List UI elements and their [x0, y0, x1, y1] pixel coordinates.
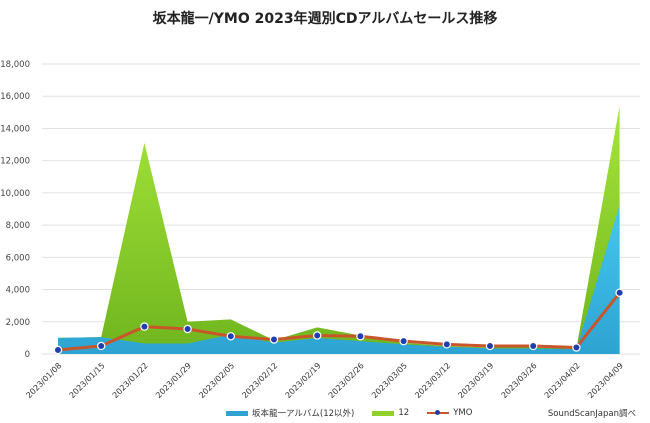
x-tick-label: 2023/01/08 — [24, 361, 63, 400]
y-tick-label: 8,000 — [6, 221, 30, 231]
ymo-data-point[interactable] — [356, 332, 365, 341]
ymo-data-point[interactable] — [485, 341, 495, 351]
ymo-data-point[interactable] — [183, 324, 192, 334]
source-note: SoundScanJapan調べ — [547, 409, 636, 419]
legend-swatch-green — [372, 410, 395, 416]
chart-legend: 坂本龍一アルバム(12以外) 12 YMO — [226, 407, 490, 419]
ymo-data-point[interactable] — [140, 322, 149, 331]
y-tick-label: 4,000 — [6, 286, 30, 296]
x-tick-label: 2023/02/05 — [197, 361, 236, 400]
y-tick-label: 16,000 — [0, 92, 30, 102]
ymo-data-point[interactable] — [572, 343, 581, 352]
y-tick-label: 2,000 — [6, 318, 30, 328]
y-tick-label: 0 — [25, 350, 30, 360]
legend-swatch-blue — [226, 410, 248, 416]
x-tick-label: 2023/04/09 — [586, 361, 625, 400]
x-tick-label: 2023/01/29 — [154, 361, 193, 400]
area-series-12 — [58, 105, 620, 354]
chart-title: 坂本龍一/YMO 2023年週別CDアルバムセールス推移 — [152, 11, 498, 27]
x-tick-label: 2023/03/05 — [370, 361, 409, 400]
legend-item-12[interactable]: 12 — [372, 408, 409, 418]
legend-item-sakamoto-albums[interactable]: 坂本龍一アルバム(12以外) — [226, 407, 354, 419]
x-tick-label: 2023/02/26 — [327, 361, 366, 400]
ymo-data-point[interactable] — [442, 340, 451, 349]
y-tick-label: 12,000 — [0, 157, 30, 167]
x-tick-label: 2023/04/02 — [543, 361, 582, 400]
y-tick-label: 6,000 — [6, 253, 30, 263]
y-tick-label: 14,000 — [0, 124, 30, 134]
legend-swatch-line — [427, 409, 450, 417]
legend-label: 12 — [398, 408, 410, 418]
ymo-data-point[interactable] — [226, 332, 235, 341]
y-tick-label: 10,000 — [0, 189, 30, 199]
ymo-data-point[interactable] — [529, 341, 538, 351]
ymo-data-point[interactable] — [96, 341, 106, 351]
ymo-data-point[interactable] — [615, 288, 624, 297]
legend-label: 坂本龍一アルバム(12以外) — [252, 409, 355, 419]
ymo-data-point[interactable] — [53, 345, 63, 355]
ymo-data-point[interactable] — [313, 331, 322, 340]
line-series-ymo — [57, 291, 621, 352]
x-tick-label: 2023/03/26 — [500, 361, 539, 400]
x-tick-label: 2023/03/12 — [413, 361, 452, 400]
legend-item-ymo[interactable]: YMO — [427, 408, 472, 418]
x-tick-label: 2023/03/19 — [456, 361, 495, 400]
ymo-data-point[interactable] — [269, 335, 279, 344]
x-tick-label: 2023/02/12 — [240, 361, 279, 400]
legend-label: YMO — [453, 408, 473, 418]
ymo-data-point[interactable] — [399, 336, 408, 346]
x-tick-label: 2023/02/19 — [284, 361, 323, 400]
x-tick-label: 2023/01/15 — [68, 361, 107, 400]
y-tick-label: 18,000 — [0, 60, 30, 70]
x-tick-label: 2023/01/22 — [111, 361, 150, 400]
